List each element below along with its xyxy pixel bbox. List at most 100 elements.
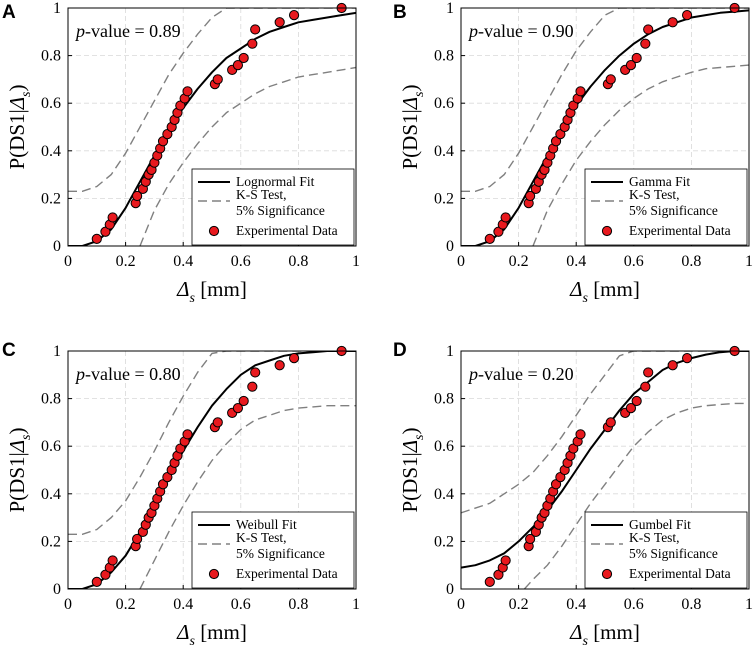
- data-point: [643, 367, 654, 378]
- x-axis-unit: [mm]: [588, 620, 640, 644]
- x-axis-unit: [mm]: [195, 620, 247, 644]
- legend-data-label: Experimental Data: [629, 566, 731, 581]
- data-point: [500, 212, 511, 223]
- ks-lower-bound: [139, 405, 356, 589]
- data-point: [625, 403, 637, 414]
- data-point: [631, 52, 642, 64]
- p-value-number: 0.80: [149, 364, 181, 384]
- y-axis-suffix: ): [398, 427, 422, 434]
- data-point: [288, 353, 300, 364]
- x-axis-subscript: s: [189, 634, 195, 649]
- x-tick-label: 0.8: [288, 253, 308, 270]
- x-axis-label: Δs [mm]: [569, 620, 640, 649]
- data-point: [247, 381, 258, 392]
- data-point: [625, 60, 637, 71]
- x-tick-label: 0.2: [509, 596, 529, 613]
- ks-upper-bound: [461, 351, 749, 514]
- series-group: [68, 8, 356, 246]
- y-tick-label: 0.4: [434, 143, 454, 160]
- legend-ks-label-2: 5% Significance: [236, 203, 325, 218]
- y-tick-label: 0.2: [434, 533, 454, 550]
- data-point: [575, 86, 586, 97]
- y-tick-label: 0.6: [41, 95, 61, 112]
- p-value-p: p: [74, 21, 85, 41]
- y-axis-prefix: P(DS1|: [5, 109, 29, 169]
- ks-lower-bound: [139, 66, 356, 246]
- ks-lower-bound: [523, 402, 749, 589]
- p-value-p: p: [74, 364, 85, 384]
- data-point: [182, 86, 193, 97]
- data-point: [643, 24, 654, 35]
- data-point: [212, 74, 223, 85]
- x-tick-label: 0.8: [288, 596, 308, 613]
- x-tick-label: 0.6: [231, 596, 251, 613]
- data-point: [132, 533, 143, 545]
- x-axis-label: Δs [mm]: [176, 277, 247, 306]
- axes-box: [460, 350, 750, 590]
- p-value-annotation: p-value = 0.80: [74, 364, 181, 384]
- x-axis-label: Δs [mm]: [569, 277, 640, 306]
- series-group: [461, 8, 749, 246]
- panel-b: B 0 0.2 0.4 0.6 0.8 1 0 0.2 0.4 0.6 0.8 1 Δs [mm] P(DS…: [393, 0, 753, 306]
- y-axis-symbol: Δ: [5, 97, 29, 110]
- y-tick-label: 1: [446, 343, 454, 360]
- y-tick-label: 0.6: [41, 438, 61, 455]
- x-axis-unit: [mm]: [195, 277, 247, 301]
- data-point: [91, 576, 102, 587]
- x-axis-symbol: Δ: [176, 620, 189, 644]
- x-tick-label: 1: [352, 596, 360, 613]
- y-axis-label: P(DS1|Δs): [5, 427, 34, 512]
- y-axis-subscript: s: [412, 91, 427, 97]
- x-tick-label: 0.8: [681, 253, 701, 270]
- legend-fit-label: Gumbel Fit: [629, 517, 691, 532]
- y-tick-label: 0.6: [434, 95, 454, 112]
- p-value-annotation: p-value = 0.20: [467, 364, 574, 384]
- data-point: [107, 555, 118, 566]
- legend-ks-label-1: K-S Test,: [236, 187, 287, 202]
- data-point: [274, 360, 285, 371]
- x-tick-label: 0.6: [624, 253, 644, 270]
- data-point: [247, 38, 258, 49]
- data-point: [232, 403, 244, 414]
- x-tick-label: 1: [745, 253, 753, 270]
- p-value-text: -value =: [478, 21, 542, 41]
- x-axis-symbol: Δ: [176, 277, 189, 301]
- panel-letter: A: [2, 2, 16, 23]
- data-point: [288, 10, 300, 21]
- x-tick-label: 0.4: [173, 596, 193, 613]
- fit-curve: [461, 9, 749, 246]
- p-value-number: 0.89: [149, 21, 181, 41]
- data-point: [250, 24, 261, 35]
- y-tick-label: 0.2: [41, 190, 61, 207]
- data-point: [605, 74, 616, 85]
- data-point: [575, 429, 586, 440]
- y-axis-prefix: P(DS1|: [5, 452, 29, 512]
- y-axis-suffix: ): [398, 84, 422, 91]
- panel-a: A 0 0.2 0.4 0.6 0.8 1 0 0.2 0.4 0.6 0.8 1 Δs [mm] P(DS…: [2, 0, 360, 306]
- x-tick-label: 0.4: [173, 253, 193, 270]
- y-tick-label: 0.4: [41, 486, 61, 503]
- y-axis-suffix: ): [5, 427, 29, 434]
- x-tick-label: 0.2: [509, 253, 529, 270]
- fit-curve: [68, 11, 356, 246]
- axes-box: [67, 7, 357, 247]
- ks-upper-bound: [68, 351, 356, 535]
- data-point: [525, 190, 536, 202]
- data-point: [132, 190, 143, 202]
- p-value-annotation: p-value = 0.90: [467, 21, 574, 41]
- x-tick-label: 0.6: [231, 253, 251, 270]
- legend-data-swatch: [208, 568, 220, 580]
- y-tick-label: 1: [446, 0, 454, 17]
- legend-fit-label: Lognormal Fit: [236, 174, 315, 189]
- x-tick-label: 1: [352, 253, 360, 270]
- y-tick-label: 1: [53, 343, 61, 360]
- legend-ks-label-2: 5% Significance: [236, 546, 325, 561]
- x-tick-label: 1: [745, 596, 753, 613]
- data-point: [681, 353, 693, 364]
- panel-c: C 0 0.2 0.4 0.6 0.8 1 0 0.2 0.4 0.6 0.8 1 Δs [mm] P(DS…: [2, 340, 360, 649]
- data-point: [107, 212, 118, 223]
